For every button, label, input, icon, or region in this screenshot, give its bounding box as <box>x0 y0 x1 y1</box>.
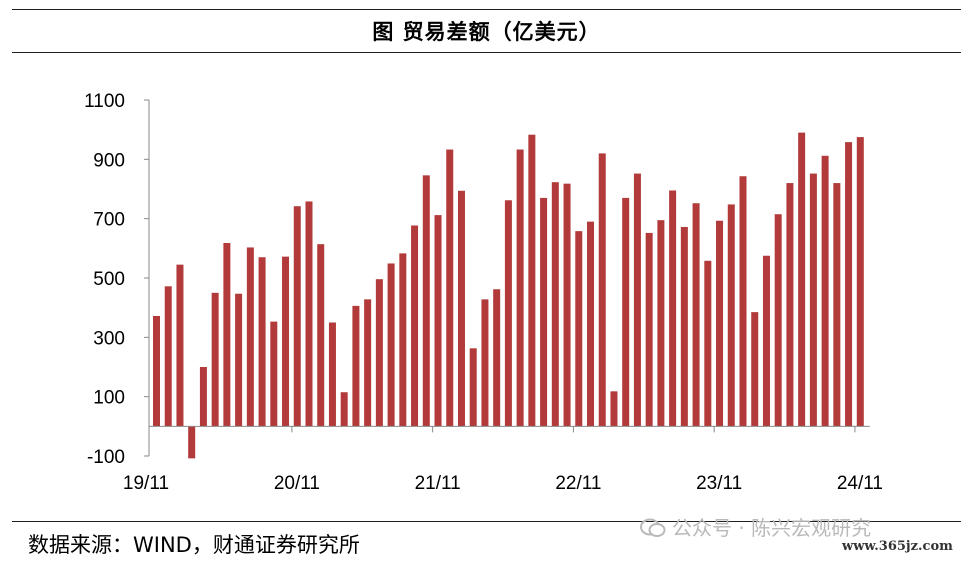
y-tick-label: 900 <box>93 150 125 171</box>
bar <box>246 247 254 427</box>
bar <box>481 299 489 427</box>
bar <box>645 232 653 427</box>
bar <box>845 142 853 427</box>
bar <box>317 244 325 427</box>
bar <box>223 242 231 427</box>
bar <box>798 132 806 427</box>
y-tick-label: -100 <box>87 447 125 468</box>
bar <box>328 322 336 427</box>
bar <box>786 183 794 427</box>
bar <box>563 183 571 427</box>
y-tick-label: 1100 <box>84 91 125 112</box>
bar <box>270 321 278 427</box>
top-rule <box>12 9 961 10</box>
watermark-text: 公众号 · 陈兴宏观研究 <box>672 516 872 540</box>
title-rule <box>12 52 961 53</box>
bar <box>856 137 864 427</box>
bar <box>774 214 782 427</box>
y-tick-label: 300 <box>93 328 125 349</box>
bar <box>716 220 724 427</box>
bar <box>833 183 841 427</box>
bar <box>235 293 243 427</box>
watermark: 公众号 · 陈兴宏观研究 <box>640 512 871 541</box>
bar <box>622 197 630 427</box>
watermark-url: www.365jz.com <box>842 539 953 554</box>
bar <box>657 220 665 427</box>
bar <box>469 348 477 427</box>
x-tick-label: 22/11 <box>555 473 601 494</box>
bar <box>751 312 759 427</box>
bar <box>340 392 348 427</box>
bar <box>164 286 172 427</box>
bar <box>446 149 454 427</box>
bar <box>411 225 419 427</box>
bar <box>821 155 829 427</box>
bar <box>399 253 407 427</box>
data-source-note: 数据来源：WIND，财通证券研究所 <box>28 533 360 557</box>
x-tick-label: 23/11 <box>696 473 742 494</box>
bar <box>516 149 524 427</box>
bar <box>153 315 160 427</box>
y-tick-label: 100 <box>93 388 125 409</box>
bar <box>375 279 383 427</box>
bar <box>199 367 207 427</box>
bar <box>587 221 595 427</box>
bar <box>364 299 372 427</box>
bar <box>258 257 266 427</box>
chart-title: 图 贸易差额（亿美元） <box>372 20 601 44</box>
bar <box>352 305 360 427</box>
y-tick-label: 500 <box>93 269 125 290</box>
bar <box>188 426 196 459</box>
bar <box>211 292 219 427</box>
bottom-rule <box>12 521 961 522</box>
bar <box>692 203 700 427</box>
bar <box>575 231 583 427</box>
bar <box>434 215 442 427</box>
bar <box>633 173 641 427</box>
bar <box>176 264 184 427</box>
bars <box>153 132 864 459</box>
bar <box>282 256 290 427</box>
bar <box>739 176 747 427</box>
x-tick-label: 19/11 <box>123 473 169 494</box>
wechat-icon <box>640 518 666 537</box>
bar <box>305 201 313 427</box>
bar <box>528 134 536 427</box>
x-axis: 19/11 20/11 21/11 22/11 23/11 24/11 <box>123 425 883 494</box>
bar <box>809 173 817 427</box>
bar <box>727 204 735 427</box>
bar <box>504 200 512 427</box>
bar-chart: 1100 900 700 500 300 100 -100 19/11 20/11 21/11 2… <box>84 91 883 494</box>
bar <box>422 175 430 427</box>
bar <box>704 260 712 427</box>
x-tick-label: 21/11 <box>415 473 461 494</box>
x-tick-label: 20/11 <box>274 473 320 494</box>
bar <box>493 289 501 427</box>
bar <box>680 226 688 427</box>
bar <box>457 190 465 427</box>
bar <box>293 206 301 427</box>
bar <box>610 391 618 427</box>
bar <box>387 263 395 427</box>
bar <box>598 153 606 427</box>
bar <box>762 255 770 427</box>
bar <box>669 190 677 427</box>
bar <box>540 197 548 427</box>
y-tick-label: 700 <box>93 210 125 231</box>
y-axis: 1100 900 700 500 300 100 -100 <box>84 91 150 468</box>
x-tick-label: 24/11 <box>837 473 883 494</box>
bar <box>551 182 559 427</box>
